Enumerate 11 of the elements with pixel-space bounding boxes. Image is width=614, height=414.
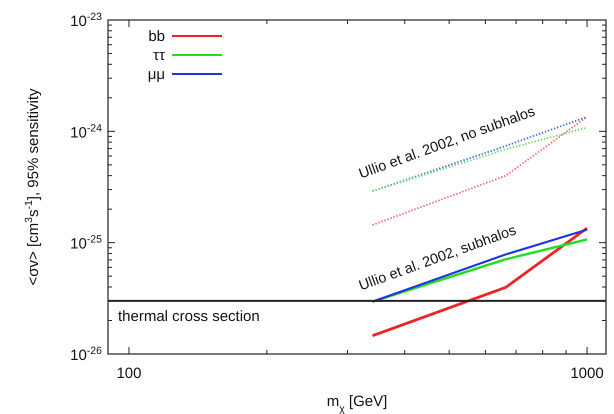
x-axis-title: m$_{χ}$ [GeV] [326,393,388,414]
y-tick-label: 10$^{-23}$ [70,11,102,30]
x-tick-label: 100 [116,365,142,382]
ref-line-label: thermal cross section [118,308,260,325]
y-tick-label: 10$^{-25}$ [70,234,102,253]
legend-label: ττ [153,47,166,64]
y-tick-label: 10$^{-24}$ [70,122,102,142]
legend-label: μμ [148,66,165,83]
y-tick-label: 10$^{-26}$ [70,345,102,364]
legend-label: bb [148,28,165,45]
x-tick-label: 1000 [570,365,604,382]
